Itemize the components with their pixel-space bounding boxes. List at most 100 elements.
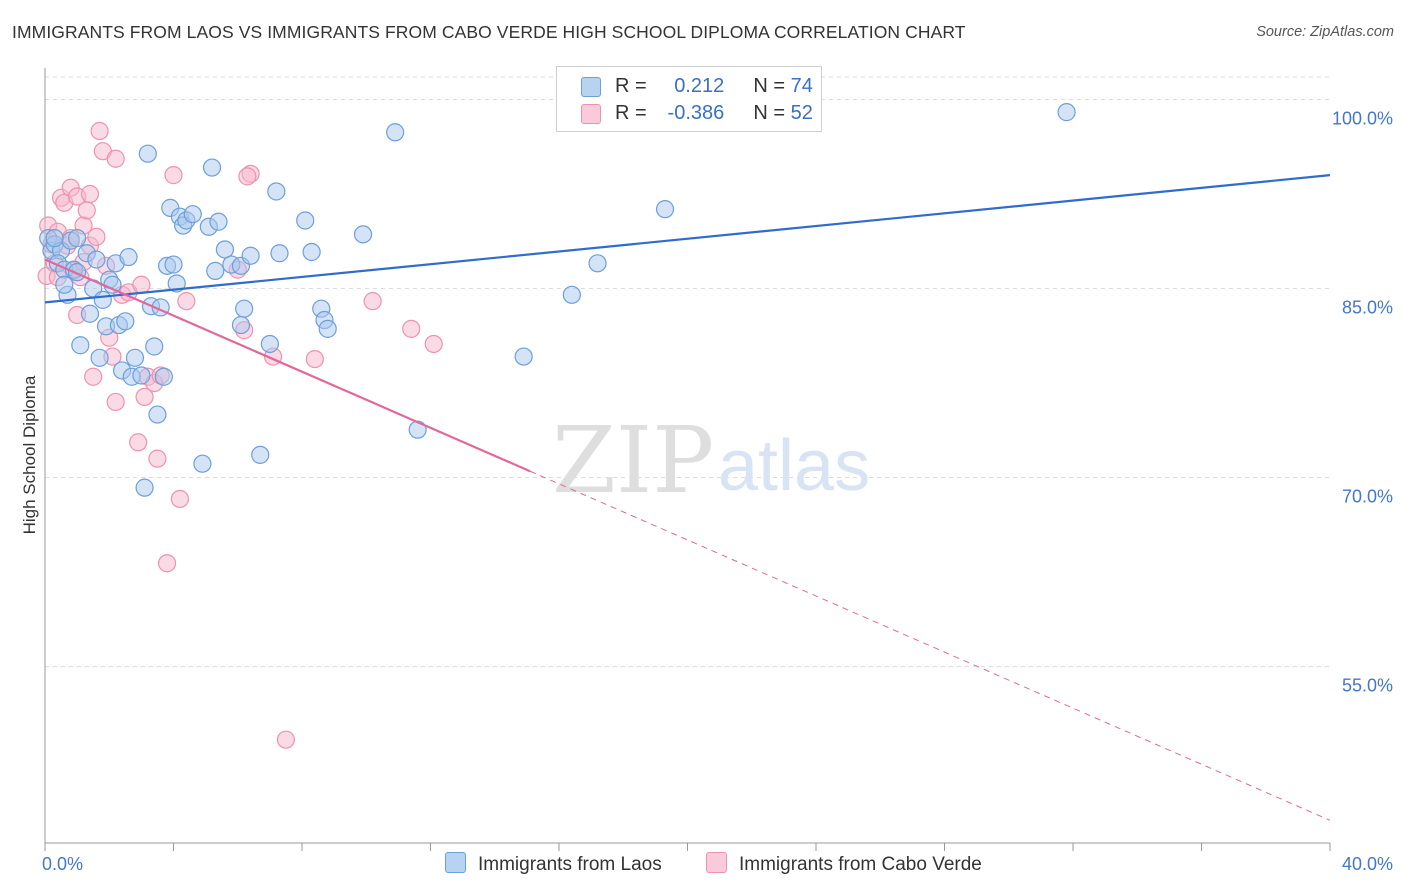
cabo-verde-point bbox=[84, 367, 103, 386]
bottom-legend-cabo-verde: Immigrants from Cabo Verde bbox=[706, 852, 982, 876]
laos-point bbox=[251, 445, 270, 464]
laos-point bbox=[90, 348, 109, 367]
cabo-verde-point bbox=[305, 349, 324, 369]
laos-point bbox=[270, 244, 289, 263]
laos-point bbox=[386, 123, 405, 142]
legend-r-value-cabo-verde: -0.386 bbox=[667, 102, 725, 124]
axes bbox=[44, 68, 1331, 851]
tick-labels: 55.0% 70.0% 85.0% 100.0% 0.0% 40.0% bbox=[42, 109, 1393, 874]
laos-point bbox=[71, 336, 90, 355]
bottom-legend-laos: Immigrants from Laos bbox=[445, 852, 662, 876]
cabo-verde-point bbox=[424, 334, 443, 354]
laos-point bbox=[514, 347, 533, 366]
cabo-verde-point bbox=[77, 201, 96, 220]
cabo-verde-point bbox=[90, 121, 109, 141]
chart-title: IMMIGRANTS FROM LAOS VS IMMIGRANTS FROM … bbox=[12, 22, 966, 42]
bottom-legend-swatch-cabo-verde bbox=[706, 852, 727, 873]
laos-point bbox=[296, 211, 315, 230]
laos-point bbox=[148, 405, 167, 424]
laos-point bbox=[353, 225, 373, 244]
cabo-verde-point bbox=[238, 167, 257, 186]
laos-point bbox=[302, 242, 321, 262]
cabo-verde-point bbox=[170, 489, 190, 509]
y-tick-label: 100.0% bbox=[1332, 109, 1393, 129]
laos-point bbox=[119, 247, 138, 267]
laos-point bbox=[215, 240, 234, 259]
laos-point bbox=[260, 334, 279, 354]
cabo-verde-point bbox=[402, 319, 421, 338]
legend-r-label: R = bbox=[615, 102, 647, 124]
trend-line-cabo-verde bbox=[44, 258, 531, 473]
laos-point bbox=[588, 254, 607, 273]
laos-point bbox=[209, 212, 228, 231]
laos-point bbox=[132, 366, 151, 385]
laos-point bbox=[80, 304, 100, 323]
laos-point bbox=[125, 348, 145, 367]
cabo-verde-point bbox=[132, 275, 151, 294]
laos-point bbox=[318, 319, 337, 338]
cabo-verde-point bbox=[276, 730, 296, 749]
x-tick-label: 0.0% bbox=[42, 854, 83, 874]
laos-point bbox=[241, 246, 260, 265]
laos-point bbox=[562, 285, 581, 304]
cabo-verde-point bbox=[87, 227, 106, 246]
laos-point bbox=[164, 255, 183, 274]
legend-n-value-laos: 74 bbox=[790, 75, 813, 97]
watermark-atlas: atlas bbox=[718, 426, 870, 506]
laos-point bbox=[1057, 103, 1076, 122]
legend-swatch-cabo-verde bbox=[581, 104, 601, 124]
cabo-verde-point bbox=[80, 184, 100, 204]
legend-n-value-cabo-verde: 52 bbox=[790, 102, 813, 124]
cabo-verde-point bbox=[135, 387, 154, 407]
source-label: Source: ZipAtlas.com bbox=[1256, 24, 1394, 40]
laos-point bbox=[116, 312, 135, 331]
series-cabo-verde-points bbox=[37, 121, 443, 749]
laos-point bbox=[193, 454, 212, 473]
cabo-verde-point bbox=[106, 149, 125, 168]
watermark-zip: ZIP bbox=[552, 407, 714, 514]
laos-point bbox=[138, 144, 157, 163]
laos-point bbox=[235, 299, 254, 318]
laos-point bbox=[68, 229, 87, 248]
laos-point bbox=[167, 274, 186, 293]
legend-r-value-laos: 0.212 bbox=[674, 75, 725, 97]
y-tick-label: 85.0% bbox=[1342, 298, 1393, 318]
x-tick-label: 40.0% bbox=[1342, 854, 1393, 874]
y-axis-label: High School Diploma bbox=[20, 375, 39, 534]
laos-point bbox=[93, 290, 112, 309]
trend-line-laos bbox=[44, 174, 1331, 304]
cabo-verde-point bbox=[129, 433, 148, 452]
laos-point bbox=[154, 367, 173, 386]
laos-point bbox=[267, 182, 286, 201]
cabo-verde-point bbox=[148, 449, 167, 468]
cabo-verde-point bbox=[363, 292, 382, 311]
correlation-legend: R = 0.212 N = 74 R = -0.386 N = 52 bbox=[556, 66, 822, 132]
laos-point bbox=[87, 250, 106, 269]
legend-r-label: R = bbox=[615, 75, 647, 97]
y-tick-label: 55.0% bbox=[1342, 676, 1393, 696]
series-laos-points bbox=[39, 103, 1076, 497]
trend-line-cabo-verde-extension bbox=[529, 470, 1331, 821]
laos-point bbox=[183, 205, 202, 224]
bottom-legend-label-cabo-verde: Immigrants from Cabo Verde bbox=[739, 854, 982, 875]
bottom-legend-swatch-laos bbox=[445, 852, 466, 873]
grid-lines bbox=[45, 76, 1330, 668]
laos-point bbox=[202, 158, 222, 177]
cabo-verde-point bbox=[157, 554, 177, 573]
laos-point bbox=[145, 337, 164, 356]
y-tick-label: 70.0% bbox=[1342, 487, 1393, 507]
legend-swatch-laos bbox=[581, 77, 601, 97]
laos-point bbox=[45, 229, 64, 248]
trend-lines bbox=[44, 174, 1331, 821]
laos-point bbox=[231, 315, 251, 335]
laos-point bbox=[135, 478, 154, 497]
cabo-verde-point bbox=[164, 166, 183, 185]
laos-point bbox=[206, 261, 225, 280]
legend-n-label: N = bbox=[753, 102, 786, 124]
legend-n-label: N = bbox=[753, 75, 786, 97]
cabo-verde-point bbox=[106, 392, 125, 412]
cabo-verde-point bbox=[177, 292, 196, 311]
laos-point bbox=[55, 275, 74, 294]
bottom-legend-label-laos: Immigrants from Laos bbox=[478, 854, 662, 875]
